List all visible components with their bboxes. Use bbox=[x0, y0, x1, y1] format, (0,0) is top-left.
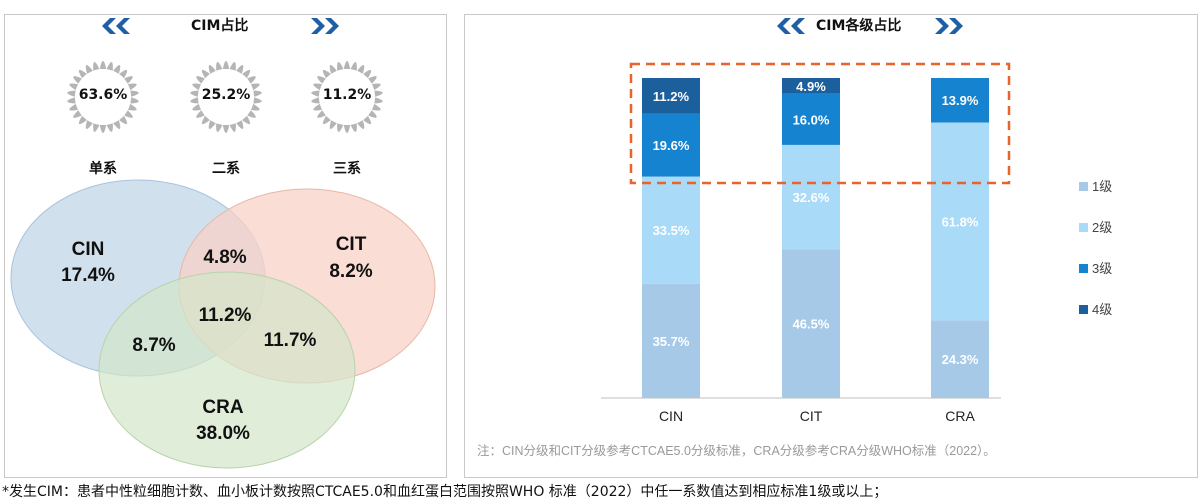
footnote: *发生CIM：患者中性粒细胞计数、血小板计数按照CTCAE5.0和血红蛋白范围按… bbox=[2, 484, 888, 500]
right-panel-title: CIM各级占比 bbox=[813, 15, 905, 35]
data-label-cin-grade4: 11.2% bbox=[653, 89, 690, 104]
burst-double-value: 25.2% bbox=[201, 87, 251, 103]
legend-swatch-grade4 bbox=[1079, 305, 1088, 314]
cim-grade-panel: CIM各级占比 35.7% 33.5% 19.6% 11.2% 46.5% 32.6% 16… bbox=[464, 14, 1198, 478]
chevron-left-icon bbox=[777, 18, 805, 34]
x-tick-label-cit: CIT bbox=[800, 408, 823, 424]
bar-cit-grade1 bbox=[782, 249, 840, 398]
burst-triple-value: 11.2% bbox=[322, 87, 372, 103]
data-label-cra-grade2: 61.8% bbox=[942, 214, 979, 229]
data-label-cra-grade3: 13.9% bbox=[942, 93, 979, 108]
left-panel-title: CIM占比 bbox=[188, 15, 252, 35]
legend-label-grade2: 2级 bbox=[1092, 220, 1112, 235]
bar-cin-grade1 bbox=[642, 283, 700, 398]
venn-cra-value: 38.0% bbox=[196, 423, 250, 444]
cim-proportion-panel: CIM占比 63.6% 单系 25.2% 二系 11.2% 三系 CIN 17.… bbox=[4, 14, 447, 478]
x-tick-label-cra: CRA bbox=[945, 408, 975, 424]
venn-cin-value: 17.4% bbox=[61, 265, 115, 286]
bar-cin-grade3 bbox=[642, 113, 700, 177]
x-tick-label-cin: CIN bbox=[659, 408, 683, 424]
bar-cra-grade3 bbox=[931, 78, 989, 123]
venn-overlap-cin-cra: 8.7% bbox=[132, 335, 175, 356]
venn-cit-name: CIT bbox=[336, 234, 367, 255]
burst-single-value: 63.6% bbox=[78, 87, 128, 103]
bar-cit-grade3 bbox=[782, 93, 840, 145]
left-panel-title-bar: CIM占比 bbox=[5, 15, 446, 37]
bar-cin-grade2 bbox=[642, 176, 700, 284]
chevron-right-icon bbox=[935, 18, 963, 34]
venn-circle-cra bbox=[98, 271, 356, 469]
legend-label-grade3: 3级 bbox=[1092, 261, 1112, 276]
data-label-cin-grade1: 35.7% bbox=[653, 334, 690, 349]
legend-swatch-grade1 bbox=[1079, 182, 1088, 191]
burst-single-label: 单系 bbox=[89, 161, 117, 177]
burst-triple-label: 三系 bbox=[333, 161, 361, 177]
bar-cit-grade4 bbox=[782, 78, 840, 94]
data-label-cin-grade3: 19.6% bbox=[653, 138, 690, 153]
highlight-dashed-box bbox=[629, 62, 1011, 185]
stacked-bar-chart: 35.7% 33.5% 19.6% 11.2% 46.5% 32.6% 16.0% 4.9% 2… bbox=[477, 62, 1112, 458]
venn-overlap-cin-cit: 4.8% bbox=[203, 247, 246, 268]
legend-label-grade4: 4级 bbox=[1092, 302, 1112, 317]
venn-cin-name: CIN bbox=[72, 239, 105, 260]
burst-double-label: 二系 bbox=[212, 161, 240, 177]
data-label-cin-grade2: 33.5% bbox=[653, 223, 690, 238]
bar-cit-grade2 bbox=[782, 144, 840, 250]
data-label-cra-grade1: 24.3% bbox=[942, 352, 979, 367]
venn-cit-value: 8.2% bbox=[329, 261, 372, 282]
burst-double-icon bbox=[190, 61, 262, 133]
data-label-cit-grade2: 32.6% bbox=[793, 190, 830, 205]
bar-cra-grade2 bbox=[931, 122, 989, 321]
data-label-cit-grade3: 16.0% bbox=[793, 112, 830, 127]
burst-triple-icon bbox=[311, 61, 383, 133]
legend-swatch-grade3 bbox=[1079, 264, 1088, 273]
legend-label-grade1: 1级 bbox=[1092, 179, 1112, 194]
data-label-cit-grade1: 46.5% bbox=[793, 317, 830, 332]
bar-cra-grade1 bbox=[931, 320, 989, 398]
chevron-left-icon bbox=[102, 18, 130, 34]
data-label-cit-grade4: 4.9% bbox=[796, 79, 826, 94]
venn-overlap-cit-cra: 11.7% bbox=[264, 330, 317, 351]
bar-cin-grade4 bbox=[642, 78, 700, 114]
venn-cra-name: CRA bbox=[202, 397, 243, 418]
chevron-right-icon bbox=[311, 18, 339, 34]
venn-overlap-all: 11.2% bbox=[199, 305, 252, 326]
legend-swatch-grade2 bbox=[1079, 223, 1088, 232]
burst-single-icon bbox=[67, 61, 139, 133]
chart-note: 注：CIN分级和CIT分级参考CTCAE5.0分级标准，CRA分级参考CRA分级… bbox=[477, 443, 996, 458]
right-panel-title-bar: CIM各级占比 bbox=[465, 15, 1197, 37]
venn-diagram: CIN 17.4% CIT 8.2% CRA 38.0% 4.8% 11.2% … bbox=[10, 179, 436, 469]
